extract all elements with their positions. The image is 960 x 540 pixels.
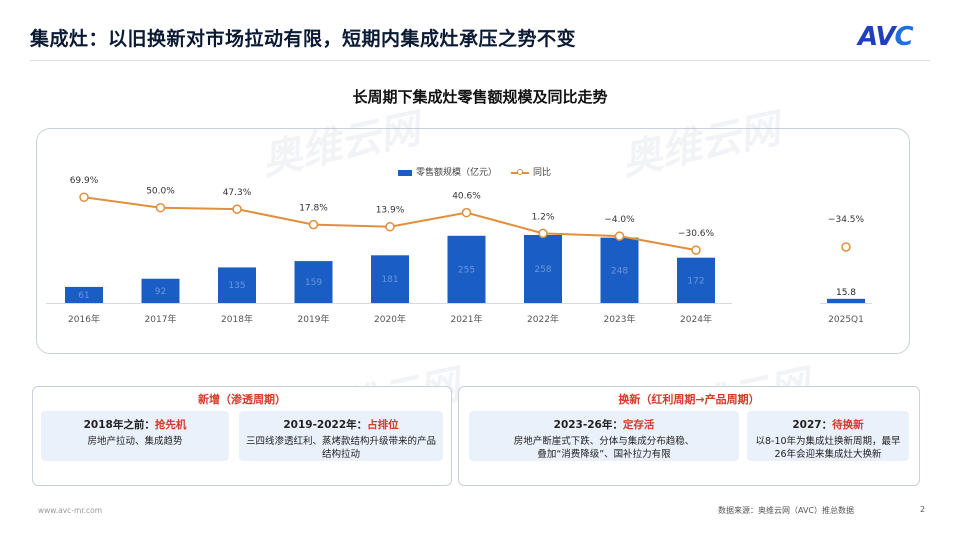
yoy-value-label: 17.8% bbox=[299, 204, 328, 214]
card-heading: 2018年之前：抢先机 bbox=[41, 417, 229, 432]
yoy-value-label: −30.6% bbox=[678, 229, 715, 239]
yoy-point bbox=[538, 228, 548, 239]
yoy-point bbox=[232, 204, 242, 214]
yoy-value-label: −4.0% bbox=[604, 215, 635, 225]
card-description: 三四线渗透红利、蒸烤款结构升级带来的产品 结构拉动 bbox=[239, 435, 443, 461]
bar-value-label: 61 bbox=[78, 291, 89, 301]
logo-accent: C bbox=[894, 22, 913, 52]
yoy-point bbox=[79, 192, 89, 202]
bar bbox=[294, 261, 333, 303]
phase-card: 2019-2022年：占排位 三四线渗透红利、蒸烤款结构升级带来的产品 结构拉动 bbox=[239, 411, 443, 461]
bar-value-label: 258 bbox=[534, 265, 551, 275]
bar bbox=[447, 235, 486, 303]
card-tag: 占排位 bbox=[367, 419, 399, 431]
card-period: 2027： bbox=[792, 419, 833, 431]
card-heading: 2023-26年：定存活 bbox=[469, 417, 739, 432]
logo-text: AV bbox=[858, 22, 895, 52]
x-tick-label: 2018年 bbox=[221, 313, 253, 325]
phase-box-right: 换新（红利周期→产品周期） 2023-26年：定存活 房地产断崖式下跌、分体与集… bbox=[458, 386, 920, 486]
x-tick-label: 2016年 bbox=[68, 313, 100, 325]
x-tick-label: 2024年 bbox=[680, 313, 712, 325]
card-period: 2019-2022年： bbox=[283, 419, 368, 431]
card-line: 三四线渗透红利、蒸烤款结构升级带来的产品 bbox=[245, 436, 436, 447]
legend-bar: 零售额规模（亿元） bbox=[398, 165, 497, 178]
card-line: 叠加“消费降级”、国补拉力有限 bbox=[537, 449, 671, 460]
legend-bar-swatch bbox=[398, 169, 412, 176]
legend-line: 同比 bbox=[511, 165, 551, 178]
card-line: 26年会迎来集成灶大换新 bbox=[774, 449, 882, 460]
card-period: 2023-26年： bbox=[553, 419, 623, 431]
legend-line-swatch bbox=[511, 168, 530, 175]
bar-value-label: 181 bbox=[381, 275, 398, 285]
x-tick-label: 2017年 bbox=[145, 313, 177, 325]
bar-value-label: 135 bbox=[228, 281, 245, 291]
card-heading: 2019-2022年：占排位 bbox=[239, 417, 443, 432]
yoy-point bbox=[308, 219, 319, 230]
footer-url: www.avc-mr.com bbox=[38, 506, 103, 515]
yoy-point bbox=[691, 245, 701, 255]
x-tick-label: 2022年 bbox=[527, 313, 559, 325]
yoy-value-label: 69.9% bbox=[70, 176, 99, 186]
yoy-value-label: 13.9% bbox=[376, 206, 405, 216]
bar bbox=[371, 255, 409, 303]
card-tag: 抢先机 bbox=[154, 419, 187, 431]
yoy-point bbox=[461, 207, 472, 218]
yoy-value-label: 50.0% bbox=[146, 187, 175, 197]
bar bbox=[677, 257, 715, 303]
bar bbox=[827, 298, 865, 303]
avc-logo: AVC bbox=[858, 22, 914, 52]
yoy-point bbox=[385, 221, 395, 232]
legend-line-label: 同比 bbox=[533, 168, 552, 178]
phase-card: 2023-26年：定存活 房地产断崖式下跌、分体与集成分布趋稳、 叠加“消费降级”… bbox=[469, 411, 739, 461]
bar bbox=[218, 267, 256, 303]
bar-value-label: 92 bbox=[155, 287, 166, 297]
card-line: 房地产拉动、集成趋势 bbox=[87, 436, 183, 447]
chart-title: 长周期下集成灶零售额规模及同比走势 bbox=[352, 88, 608, 106]
card-heading: 2027：待换新 bbox=[747, 417, 909, 432]
phase-card: 2027：待换新 以8-10年为集成灶换新周期，最早 26年会迎来集成灶大换新 bbox=[747, 411, 909, 461]
bar-value-label: 172 bbox=[687, 276, 704, 286]
card-line: 结构拉动 bbox=[321, 449, 360, 460]
bar bbox=[600, 237, 639, 303]
bar bbox=[524, 235, 562, 303]
bar-value-label: 159 bbox=[305, 278, 322, 288]
yoy-point bbox=[614, 231, 625, 241]
bar bbox=[141, 278, 180, 303]
chart-legend: 零售额规模（亿元） 同比 bbox=[398, 165, 551, 178]
legend-bar-label: 零售额规模（亿元） bbox=[416, 168, 498, 178]
page-title: 集成灶：以旧换新对市场拉动有限，短期内集成灶承压之势不变 bbox=[30, 28, 577, 50]
yoy-value-label: 47.3% bbox=[223, 188, 252, 198]
phase-card: 2018年之前：抢先机 房地产拉动、集成趋势 bbox=[41, 411, 229, 461]
x-tick-label: 2019年 bbox=[298, 313, 330, 325]
phase-box-left: 新增（渗透周期） 2018年之前：抢先机 房地产拉动、集成趋势 2019-202… bbox=[32, 386, 452, 486]
card-line: 以8-10年为集成灶换新周期，最早 bbox=[755, 436, 901, 447]
yoy-point bbox=[841, 242, 851, 252]
header-divider bbox=[30, 60, 930, 61]
page-number: 2 bbox=[920, 505, 926, 514]
bar bbox=[65, 286, 103, 303]
card-tag: 待换新 bbox=[832, 419, 864, 431]
card-period: 2018年之前： bbox=[83, 419, 155, 431]
card-description: 房地产断崖式下跌、分体与集成分布趋稳、 叠加“消费降级”、国补拉力有限 bbox=[469, 435, 739, 461]
yoy-value-label: 1.2% bbox=[532, 212, 555, 222]
bar-value-label: 255 bbox=[458, 265, 475, 275]
card-tag: 定存活 bbox=[622, 419, 655, 431]
yoy-point bbox=[155, 202, 166, 213]
bar-value-label: 248 bbox=[611, 266, 628, 276]
card-line: 房地产断崖式下跌、分体与集成分布趋稳、 bbox=[513, 436, 695, 447]
yoy-value-label: −34.5% bbox=[828, 215, 865, 225]
card-description: 以8-10年为集成灶换新周期，最早 26年会迎来集成灶大换新 bbox=[747, 435, 909, 461]
x-tick-label: 2025Q1 bbox=[828, 315, 864, 325]
card-description: 房地产拉动、集成趋势 bbox=[41, 435, 229, 448]
phase-title: 新增（渗透周期） bbox=[198, 393, 286, 406]
yoy-value-label: 40.6% bbox=[452, 192, 481, 202]
data-source-note: 数据来源：奥维云网（AVC）推总数据 bbox=[718, 506, 855, 515]
phase-title: 换新（红利周期→产品周期） bbox=[618, 393, 760, 406]
bar-value-label: 15.8 bbox=[836, 288, 856, 298]
x-tick-label: 2021年 bbox=[451, 313, 483, 325]
x-tick-label: 2020年 bbox=[374, 313, 406, 325]
x-tick-label: 2023年 bbox=[604, 313, 636, 325]
